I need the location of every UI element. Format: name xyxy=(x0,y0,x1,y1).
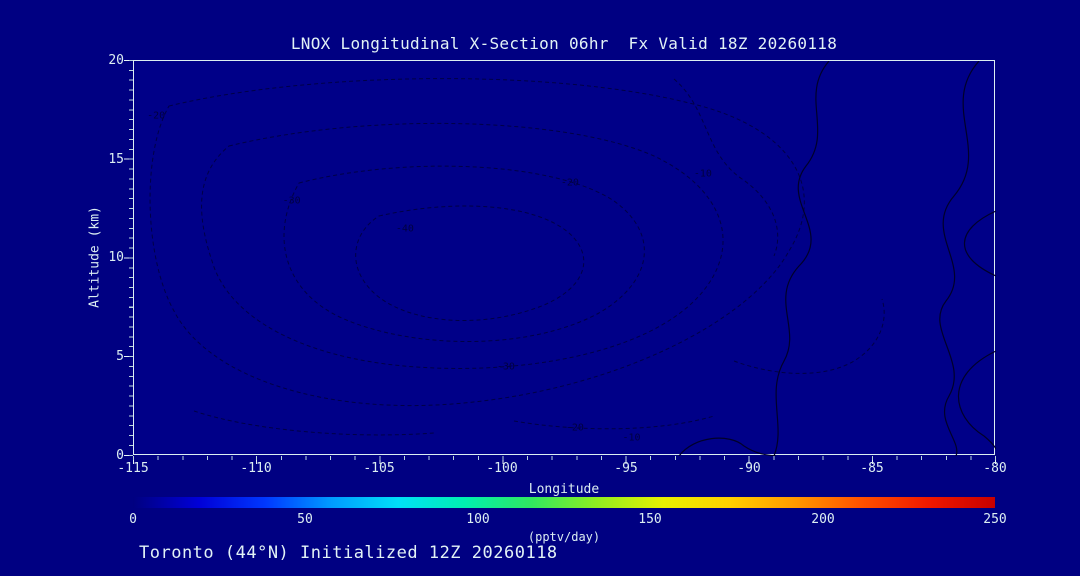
negative-contours xyxy=(149,78,885,436)
contour-label: -10 xyxy=(693,168,712,180)
x-tick--110: -110 xyxy=(240,461,272,476)
colorbar xyxy=(133,497,995,508)
colorbar-tick-0: 0 xyxy=(129,512,137,527)
contour-overlay xyxy=(149,61,996,456)
y-tick-15: 15 xyxy=(108,152,124,167)
y-tick-20: 20 xyxy=(108,53,124,68)
contour-label: -20 xyxy=(560,177,579,189)
x-axis-minor-ticks xyxy=(133,456,996,460)
initialization-footer: Toronto (44°N) Initialized 12Z 20260118 xyxy=(139,543,558,563)
x-tick--115: -115 xyxy=(117,461,149,476)
colorbar-tick-250: 250 xyxy=(983,512,1007,527)
y-axis-major-ticks xyxy=(124,60,133,456)
colorbar-tick-50: 50 xyxy=(297,512,313,527)
x-axis-label: Longitude xyxy=(528,482,600,497)
y-tick-10: 10 xyxy=(108,250,124,265)
plot-area: -20 -30 -40 -20 -10 -30 -20 -10 xyxy=(133,60,996,456)
y-tick-5: 5 xyxy=(116,349,124,364)
contour-label: -10 xyxy=(622,432,641,444)
x-tick--95: -95 xyxy=(614,461,638,476)
contour-label: -20 xyxy=(147,110,166,122)
x-tick--105: -105 xyxy=(363,461,395,476)
contour-label: -40 xyxy=(395,223,414,235)
x-tick--85: -85 xyxy=(860,461,884,476)
x-tick--100: -100 xyxy=(486,461,518,476)
colorbar-tick-100: 100 xyxy=(466,512,490,527)
y-axis-minor-ticks xyxy=(129,60,133,456)
colorbar-units-label: (pptv/day) xyxy=(527,530,601,544)
x-tick--90: -90 xyxy=(737,461,761,476)
contour-label: -30 xyxy=(282,195,301,207)
contour-label: -30 xyxy=(496,361,515,373)
colorbar-tick-150: 150 xyxy=(638,512,662,527)
x-axis-major-ticks xyxy=(133,456,996,464)
x-tick--80: -80 xyxy=(983,461,1007,476)
y-tick-0: 0 xyxy=(116,448,124,463)
contour-label: -20 xyxy=(565,422,584,434)
chart-title: LNOX Longitudinal X-Section 06hr Fx Vali… xyxy=(290,34,838,53)
zero-contours xyxy=(678,61,996,456)
colorbar-tick-200: 200 xyxy=(811,512,835,527)
